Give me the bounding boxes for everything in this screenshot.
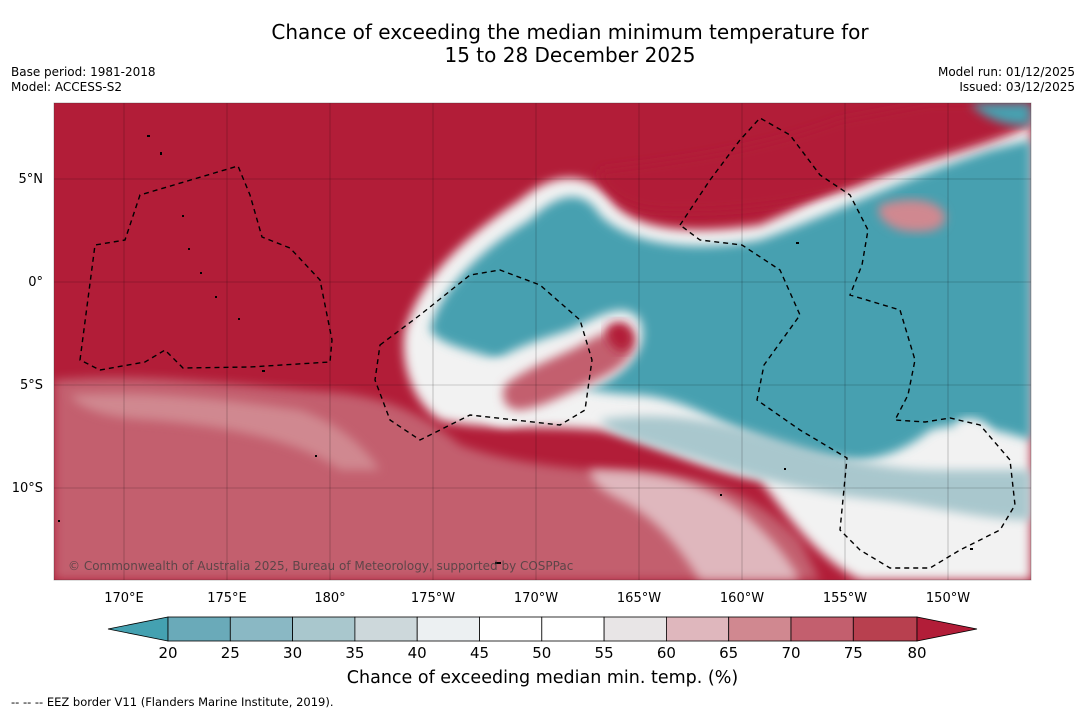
colorbar-tick-label: 50 <box>532 644 551 662</box>
colorbar-tick-label: 65 <box>719 644 738 662</box>
lat-label: 10°S <box>12 481 43 496</box>
field-band-south-light <box>70 393 380 470</box>
issued-date: Issued: 03/12/2025 <box>959 80 1075 94</box>
lon-label: 150°W <box>926 591 970 606</box>
island-specks <box>58 135 973 564</box>
colorbar: 20 25 30 35 40 45 50 55 60 65 70 75 80 <box>107 616 978 662</box>
lon-label: 160°W <box>720 591 764 606</box>
colorbar-bin <box>541 616 605 642</box>
lon-label: 170°E <box>104 591 144 606</box>
colorbar-tick-label: 40 <box>408 644 427 662</box>
colorbar-ticks: 20 25 30 35 40 45 50 55 60 65 70 75 80 <box>158 644 926 662</box>
lat-label: 0° <box>28 275 43 290</box>
title-line-1: Chance of exceeding the median minimum t… <box>271 20 869 44</box>
colorbar-bin <box>728 616 792 642</box>
colorbar-bin <box>354 616 418 642</box>
field-low-south <box>600 416 1031 520</box>
colorbar-bin <box>479 616 543 642</box>
colorbar-bin <box>852 616 918 642</box>
eez-border-northeast <box>679 117 1016 569</box>
field-band-south-pale <box>590 470 800 580</box>
chart-title: Chance of exceeding the median minimum t… <box>0 21 1085 67</box>
run-info: Model run: 01/12/2025 Issued: 03/12/2025 <box>938 65 1075 95</box>
model-info: Base period: 1981-2018 Model: ACCESS-S2 <box>11 65 156 95</box>
colorbar-bin <box>229 616 294 642</box>
eez-border-central <box>374 269 593 441</box>
colorbar-high-extension <box>916 616 978 642</box>
longitude-axis: 170°E 175°E 180° 175°W 170°W 165°W 160°W… <box>104 591 970 606</box>
field-high-pocket-dark <box>606 322 634 352</box>
map-frame <box>53 102 1032 581</box>
model-name: Model: ACCESS-S2 <box>11 80 123 94</box>
map-field <box>54 103 1031 580</box>
lon-label: 155°W <box>823 591 867 606</box>
lon-label: 180° <box>314 591 345 606</box>
lat-label: 5°N <box>19 172 44 187</box>
graticule <box>54 103 1031 580</box>
colorbar-low-extension <box>107 616 169 642</box>
field-high-pocket-core <box>503 328 635 410</box>
colorbar-bin <box>790 616 854 642</box>
colorbar-bin <box>167 616 231 642</box>
lon-label: 165°W <box>617 591 661 606</box>
field-north-blue-fleck <box>970 103 1031 126</box>
colorbar-tick-label: 70 <box>781 644 800 662</box>
colorbar-tick-label: 80 <box>907 644 926 662</box>
colorbar-tick-label: 60 <box>657 644 676 662</box>
lon-label: 170°W <box>514 591 558 606</box>
eez-border-west <box>79 165 333 371</box>
colorbar-tick-label: 20 <box>158 644 177 662</box>
field-low-patch-east <box>954 418 992 449</box>
eez-footnote: -- -- -- EEZ border V11 (Flanders Marine… <box>11 695 334 709</box>
colorbar-bin <box>603 616 667 642</box>
latitude-axis: 5°N 0° 5°S 10°S <box>12 172 43 496</box>
colorbar-title: Chance of exceeding median min. temp. (%… <box>346 668 739 688</box>
colorbar-tick-label: 25 <box>221 644 240 662</box>
colorbar-bin <box>416 616 480 642</box>
copyright-notice: © Commonwealth of Australia 2025, Bureau… <box>68 559 574 573</box>
lon-label: 175°W <box>411 591 455 606</box>
model-run-date: Model run: 01/12/2025 <box>937 65 1075 79</box>
title-line-2: 15 to 28 December 2025 <box>444 43 696 67</box>
lat-label: 5°S <box>20 378 43 393</box>
colorbar-tick-label: 45 <box>470 644 489 662</box>
base-period: Base period: 1981-2018 <box>11 65 156 79</box>
lon-label: 175°E <box>207 591 247 606</box>
colorbar-tick-label: 75 <box>844 644 863 662</box>
colorbar-bin <box>666 616 730 642</box>
colorbar-bin <box>292 616 356 642</box>
colorbar-tick-label: 30 <box>283 644 302 662</box>
colorbar-tick-label: 55 <box>595 644 614 662</box>
field-pale-patch-east <box>878 199 946 232</box>
eez-borders <box>79 117 1016 569</box>
colorbar-tick-label: 35 <box>345 644 364 662</box>
